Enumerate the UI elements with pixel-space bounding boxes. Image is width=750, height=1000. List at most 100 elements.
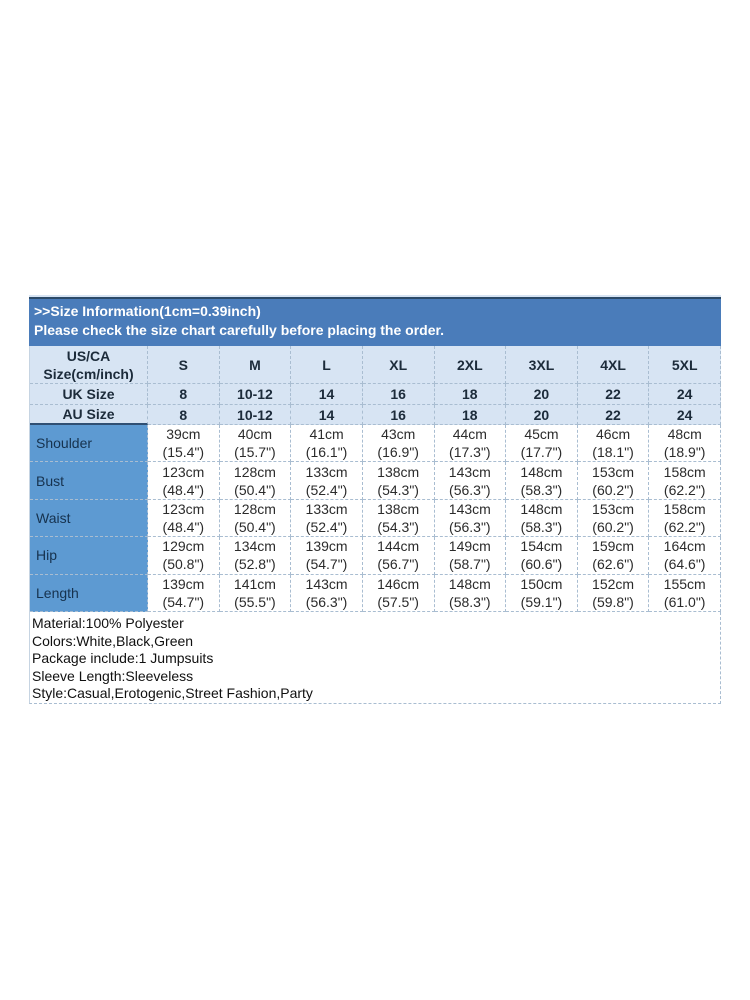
size-column-header: S bbox=[148, 346, 220, 384]
corner-header-cell: US/CA Size(cm/inch) bbox=[30, 346, 148, 384]
cm-value: 144cm bbox=[377, 538, 420, 555]
inch-value: (58.3") bbox=[520, 518, 563, 535]
cm-value: 143cm bbox=[305, 575, 348, 592]
inch-value: (52.8") bbox=[234, 556, 276, 573]
cm-value: 138cm bbox=[377, 500, 420, 517]
measurement-value-cell: 149cm (58.7") bbox=[434, 537, 507, 575]
inch-value: (17.3") bbox=[449, 444, 491, 461]
measurement-value-cell: 141cm (55.5") bbox=[219, 574, 292, 612]
cm-value: 129cm bbox=[162, 538, 205, 555]
product-details-block: Material:100% Polyester Colors:White,Blac… bbox=[29, 611, 721, 704]
uk-size-row-label: UK Size bbox=[30, 384, 148, 405]
measurement-value-cell: 148cm (58.3") bbox=[506, 499, 578, 538]
inch-value: (56.7") bbox=[377, 556, 419, 573]
cm-value: 123cm bbox=[162, 500, 205, 517]
uk-size-value-cell: 22 bbox=[577, 384, 650, 405]
cm-value: 153cm bbox=[592, 500, 635, 517]
measurement-value-cell: 144cm (56.7") bbox=[362, 537, 435, 575]
measurement-value-cell: 40cm (15.7") bbox=[219, 425, 292, 463]
measurement-value-cell: 158cm (62.2") bbox=[649, 462, 721, 500]
inch-value: (56.3") bbox=[449, 518, 491, 535]
inch-value: (54.3") bbox=[377, 481, 419, 498]
au-size-value-cell: 22 bbox=[577, 405, 650, 425]
au-size-value-cell: 18 bbox=[434, 405, 507, 425]
inch-value: (59.1") bbox=[520, 593, 563, 610]
uk-size-value-cell: 10-12 bbox=[219, 384, 292, 405]
measurement-value-cell: 134cm (52.8") bbox=[219, 537, 292, 575]
uk-size-value-cell: 8 bbox=[148, 384, 220, 405]
size-table-grid: US/CA Size(cm/inch) S M L XL 2XL 3XL 4XL 5XL UK Si… bbox=[29, 346, 721, 612]
uk-size-value-cell: 24 bbox=[649, 384, 721, 405]
cm-value: 123cm bbox=[162, 463, 205, 480]
measurement-value-cell: 139cm (54.7") bbox=[148, 574, 220, 612]
product-detail-line: Sleeve Length:Sleeveless bbox=[32, 667, 194, 684]
inch-value: (60.6") bbox=[520, 556, 563, 573]
inch-value: (62.6") bbox=[592, 556, 634, 573]
measurement-value-cell: 39cm (15.4") bbox=[148, 425, 220, 463]
cm-value: 41cm bbox=[309, 426, 344, 443]
cm-value: 158cm bbox=[663, 500, 706, 517]
cm-value: 143cm bbox=[448, 500, 491, 517]
measurement-value-cell: 153cm (60.2") bbox=[577, 499, 650, 538]
size-column-header: M bbox=[219, 346, 292, 384]
measurement-value-cell: 45cm (17.7") bbox=[506, 425, 578, 463]
measurement-value-cell: 146cm (57.5") bbox=[362, 574, 435, 612]
cm-value: 141cm bbox=[233, 575, 276, 592]
inch-value: (56.3") bbox=[305, 593, 348, 610]
inch-value: (18.9") bbox=[663, 444, 706, 461]
measurement-value-cell: 143cm (56.3") bbox=[434, 499, 507, 538]
cm-value: 133cm bbox=[305, 463, 348, 480]
measurement-row-label: Waist bbox=[30, 499, 148, 538]
measurement-value-cell: 164cm (64.6") bbox=[649, 537, 721, 575]
size-chart: >>Size Information(1cm=0.39inch) Please … bbox=[29, 295, 721, 704]
measurement-value-cell: 148cm (58.3") bbox=[506, 462, 578, 500]
cm-value: 128cm bbox=[233, 500, 276, 517]
table-top-hairline bbox=[29, 295, 721, 297]
au-size-value-cell: 14 bbox=[291, 405, 363, 425]
measurement-value-cell: 48cm (18.9") bbox=[649, 425, 721, 463]
size-info-title: >>Size Information(1cm=0.39inch) bbox=[34, 303, 261, 319]
cm-value: 143cm bbox=[448, 463, 491, 480]
cm-value: 46cm bbox=[595, 426, 631, 443]
measurement-value-cell: 153cm (60.2") bbox=[577, 462, 650, 500]
inch-value: (52.4") bbox=[305, 518, 348, 535]
measurement-value-cell: 44cm (17.3") bbox=[434, 425, 507, 463]
cm-value: 139cm bbox=[305, 538, 348, 555]
inch-value: (52.4") bbox=[305, 481, 348, 498]
measurement-value-cell: 150cm (59.1") bbox=[506, 574, 578, 612]
au-size-row-label: AU Size bbox=[30, 405, 148, 425]
cm-value: 146cm bbox=[377, 575, 420, 592]
inch-value: (18.1") bbox=[592, 444, 634, 461]
product-detail-line: Material:100% Polyester bbox=[32, 614, 184, 631]
cm-value: 128cm bbox=[233, 463, 276, 480]
inch-value: (62.2") bbox=[663, 481, 706, 498]
cm-value: 159cm bbox=[592, 538, 635, 555]
measurement-row-label: Hip bbox=[30, 537, 148, 575]
measurement-value-cell: 138cm (54.3") bbox=[362, 499, 435, 538]
au-size-value-cell: 24 bbox=[649, 405, 721, 425]
inch-value: (50.4") bbox=[234, 518, 276, 535]
inch-value: (48.4") bbox=[162, 518, 205, 535]
size-column-header: L bbox=[291, 346, 363, 384]
cm-value: 45cm bbox=[524, 426, 559, 443]
inch-value: (15.7") bbox=[234, 444, 276, 461]
measurement-value-cell: 155cm (61.0") bbox=[649, 574, 721, 612]
cm-value: 158cm bbox=[663, 463, 706, 480]
inch-value: (61.0") bbox=[663, 593, 706, 610]
size-column-header: 4XL bbox=[577, 346, 650, 384]
inch-value: (62.2") bbox=[663, 518, 706, 535]
measurement-row-label: Shoulder bbox=[30, 425, 148, 463]
cm-value: 134cm bbox=[233, 538, 276, 555]
cm-value: 40cm bbox=[237, 426, 273, 443]
inch-value: (58.7") bbox=[449, 556, 491, 573]
measurement-value-cell: 43cm (16.9") bbox=[362, 425, 435, 463]
measurement-row-label: Bust bbox=[30, 462, 148, 500]
cm-value: 150cm bbox=[520, 575, 563, 592]
measurement-value-cell: 158cm (62.2") bbox=[649, 499, 721, 538]
measurement-value-cell: 148cm (58.3") bbox=[434, 574, 507, 612]
inch-value: (16.1") bbox=[305, 444, 348, 461]
uk-size-value-cell: 14 bbox=[291, 384, 363, 405]
au-size-value-cell: 10-12 bbox=[219, 405, 292, 425]
measurement-value-cell: 133cm (52.4") bbox=[291, 499, 363, 538]
